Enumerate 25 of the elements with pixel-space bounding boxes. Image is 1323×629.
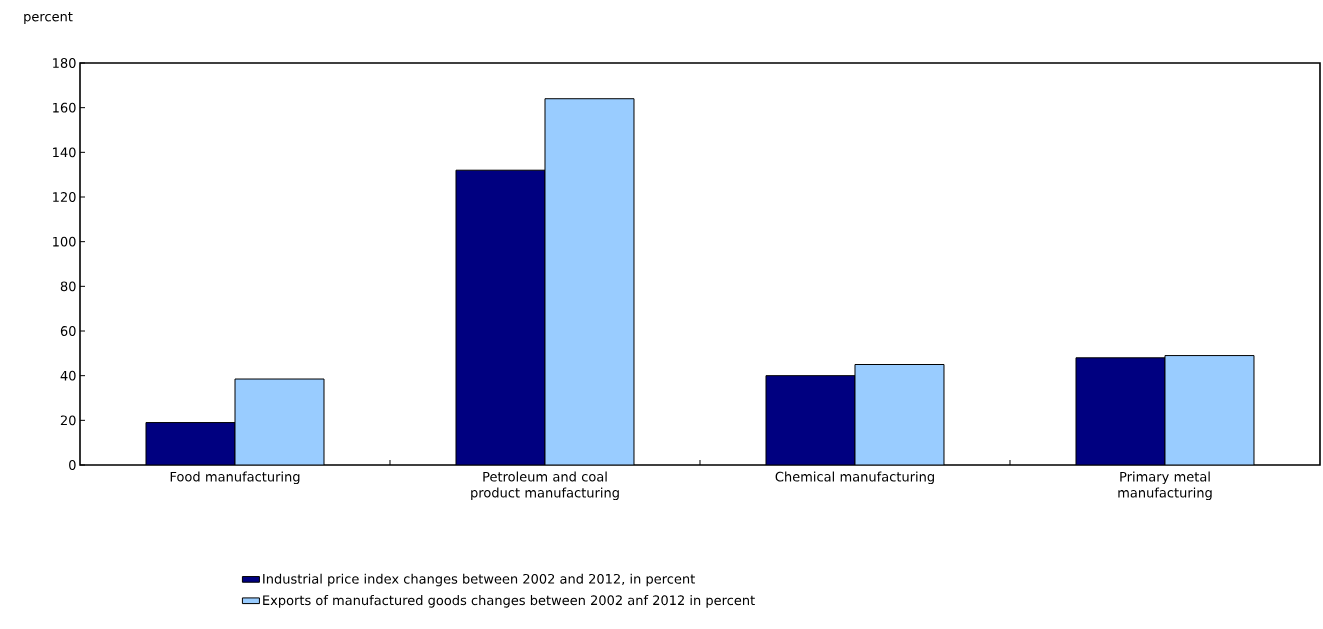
y-tick-label: 20	[60, 415, 76, 426]
bar	[1164, 355, 1255, 465]
y-tick-label: 160	[53, 102, 76, 113]
y-tick-label: 180	[53, 58, 76, 68]
x-tick-label: Chemical manufacturing	[775, 471, 934, 485]
y-tick-label: 60	[60, 326, 76, 336]
y-axis-title: percent	[24, 12, 73, 24]
y-tick-label: 140	[53, 147, 76, 158]
y-tick-label: 0	[69, 460, 76, 470]
y-tick-label: 100	[53, 236, 76, 247]
y-tick-label: 80	[60, 281, 76, 292]
bar	[1075, 357, 1166, 465]
legend-label: Exports of manufactured goods changes between 2002 anf 2012 in percent	[263, 595, 755, 608]
x-tick-label: Primary metal manufacturing	[1118, 471, 1212, 501]
bar	[765, 375, 856, 465]
bar	[234, 378, 325, 465]
bar	[854, 364, 945, 465]
bar	[455, 169, 546, 465]
bar	[145, 422, 236, 465]
x-tick-label: Petroleum and coal product manufacturing	[471, 471, 619, 501]
legend-label: Industrial price index changes between 2002 and 2012, in percent	[263, 573, 695, 587]
y-tick-label: 120	[53, 192, 76, 202]
y-tick-label: 40	[60, 370, 76, 381]
x-tick-label: Food manufacturing	[170, 471, 300, 485]
bar	[544, 98, 635, 465]
